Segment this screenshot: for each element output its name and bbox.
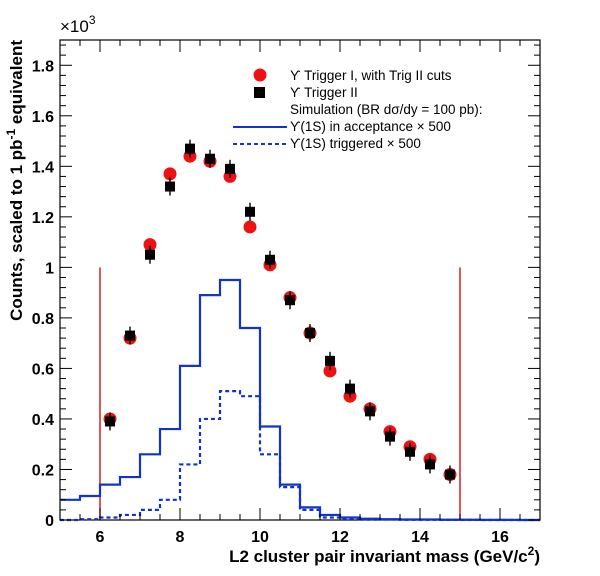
x-axis-title: L2 cluster pair invariant mass (GeV/c2) (229, 544, 540, 566)
legend-entry-trigger-1: ϒ Trigger I, with Trig II cuts (290, 68, 452, 83)
trigger-1-point (163, 167, 177, 181)
triggered-histogram (60, 390, 540, 522)
trigger-1-point (243, 220, 257, 234)
trigger-2-point (185, 143, 195, 154)
trigger-2-point (105, 416, 115, 427)
trigger-2-point (385, 431, 395, 442)
y-tick-label: 0.8 (32, 311, 54, 328)
y-multiplier: ×103 (60, 13, 96, 36)
trigger-2-point (285, 295, 295, 306)
y-tick-label: 1.4 (32, 159, 54, 176)
y-axis-title: Counts, scaled to 1 pb-1 equivalent (4, 40, 26, 321)
acceptance-histogram-line (60, 278, 540, 522)
y-tick-label: 0.6 (32, 361, 54, 378)
cut-lines (99, 267, 461, 520)
trigger-1-point (143, 238, 157, 252)
trigger-2-point (165, 181, 175, 192)
trigger-2-point (305, 328, 315, 339)
trigger-2-point (325, 355, 335, 366)
y-tick-label: 1.8 (32, 58, 54, 75)
trigger-2-point (265, 254, 275, 265)
triggered-histogram-line (60, 390, 540, 522)
trigger-2-point (145, 249, 155, 260)
y-tick-label: 1 (45, 260, 54, 277)
x-tick-label: 14 (411, 529, 429, 546)
legend-entry-triggered: ϒ(1S) triggered × 500 (290, 136, 421, 151)
data-markers (103, 139, 457, 484)
legend-circle-marker (253, 68, 267, 82)
trigger-2-point (245, 206, 255, 217)
trigger-2-point (225, 163, 235, 174)
x-tick-label: 8 (176, 529, 185, 546)
x-tick-label: 12 (331, 529, 349, 546)
y-tick-label: 0.4 (32, 412, 54, 429)
trigger-2-point (445, 469, 455, 480)
y-tick-label: 1.6 (32, 109, 54, 126)
legend: ϒ Trigger I, with Trig II cuts ϒ Trigger… (233, 68, 483, 151)
trigger-2-point (405, 446, 415, 457)
acceptance-histogram (60, 278, 540, 522)
trigger-2-point (125, 330, 135, 341)
trigger-2-point (425, 459, 435, 470)
trigger-1-point (323, 364, 337, 378)
legend-entry-trigger-2: ϒ Trigger II (290, 85, 358, 100)
trigger-2-point (365, 406, 375, 417)
y-tick-label: 0 (45, 513, 54, 530)
y-tick-label: 1.2 (32, 210, 54, 227)
y-tick-label: 0.2 (32, 462, 54, 479)
x-tick-label: 6 (96, 529, 105, 546)
legend-entry-simulation: Simulation (BR dσ/dy = 100 pb): (290, 102, 483, 117)
x-tick-label: 10 (251, 529, 269, 546)
x-tick-label: 16 (491, 529, 509, 546)
legend-square-marker (254, 87, 265, 98)
trigger-2-point (345, 383, 355, 394)
trigger-2-point (205, 153, 215, 164)
legend-entry-acceptance: ϒ(1S) in acceptance × 500 (290, 119, 451, 134)
y-axis-ticks: 0 0.2 0.4 0.6 0.8 1 1.2 1.4 1.6 1.8 (32, 44, 540, 530)
x-axis-ticks: 6 8 10 12 14 16 (59, 40, 541, 546)
